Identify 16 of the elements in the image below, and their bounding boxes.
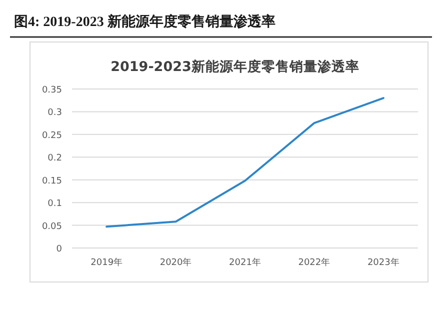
y-tick-label: 0 [56,244,62,254]
y-tick-label: 0.35 [42,86,62,96]
y-tick-label: 0.15 [42,176,62,186]
y-tick-label: 0.3 [48,108,62,118]
x-tick-label: 2023年 [367,257,400,268]
y-tick-label: 0.1 [48,199,62,210]
y-tick-label: 0.25 [42,130,62,141]
x-tick-label: 2021年 [229,257,261,268]
x-tick-label: 2022年 [298,257,330,268]
y-tick-label: 0.05 [42,222,62,232]
y-tick-label: 0.2 [48,154,62,164]
chart-subtitle: 2019-2023新能源年度零售销量渗透率 [110,58,360,75]
x-tick-label: 2020年 [160,257,192,268]
x-tick-label: 2019年 [90,257,123,268]
chart-title: 图4: 2019-2023 新能源年度零售销量渗透率 [14,13,276,30]
line-series [106,97,384,228]
